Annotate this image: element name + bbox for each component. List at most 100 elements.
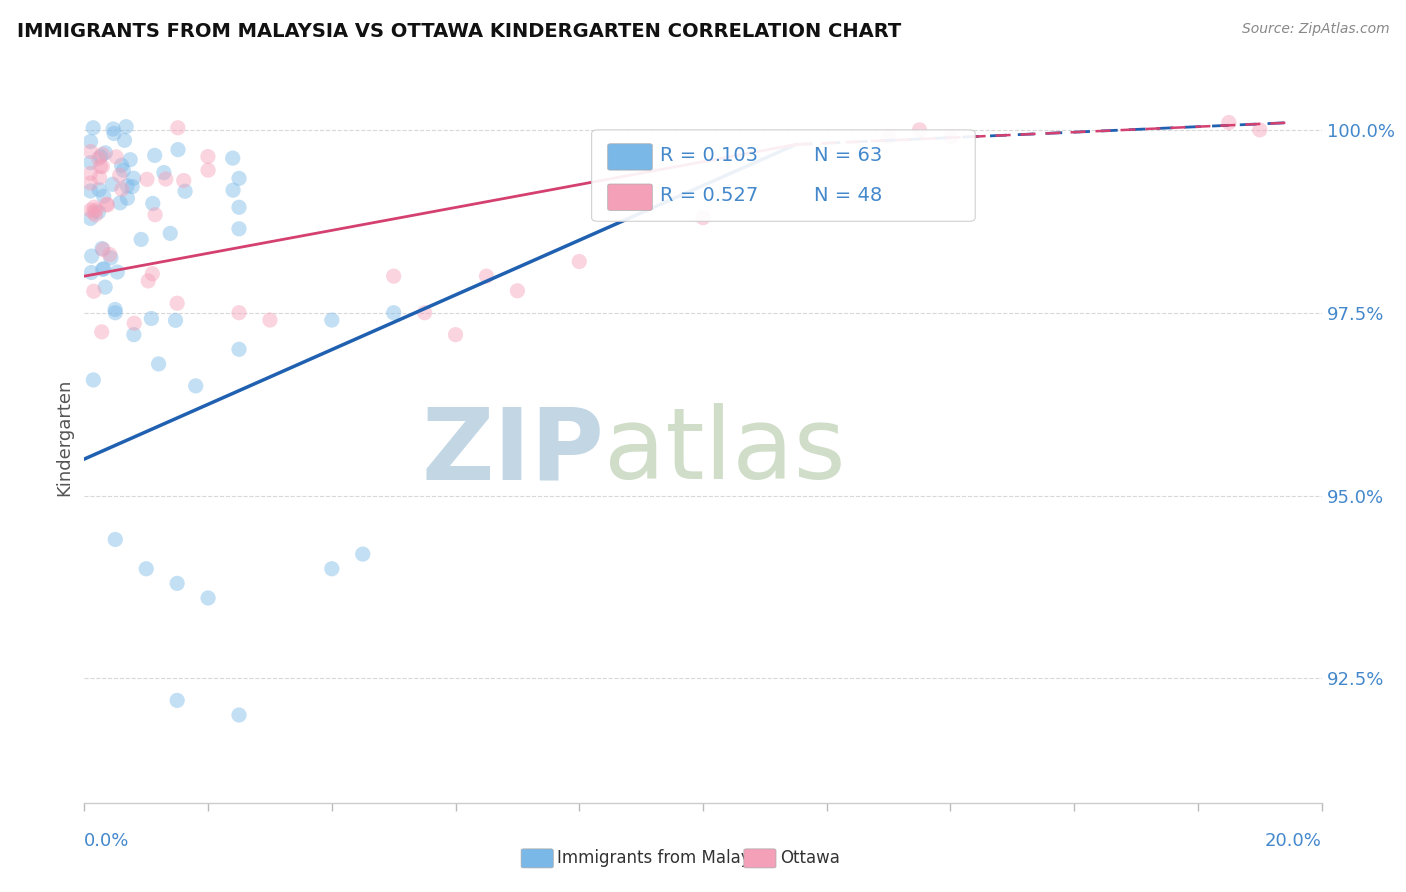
Point <box>382 306 405 320</box>
Point <box>79 203 101 218</box>
Point <box>111 182 134 196</box>
Point <box>94 145 117 160</box>
Point <box>444 327 467 342</box>
Point <box>382 269 405 284</box>
Point <box>110 158 132 172</box>
Point <box>79 135 101 149</box>
Point <box>167 143 190 157</box>
Point <box>321 562 343 576</box>
Point <box>135 562 157 576</box>
Text: IMMIGRANTS FROM MALAYSIA VS OTTAWA KINDERGARTEN CORRELATION CHART: IMMIGRANTS FROM MALAYSIA VS OTTAWA KINDE… <box>17 22 901 41</box>
Text: Ottawa: Ottawa <box>780 848 839 867</box>
Point <box>143 148 166 162</box>
Point <box>228 343 250 357</box>
Point <box>228 708 250 723</box>
Point <box>90 325 112 339</box>
Point <box>82 120 104 135</box>
Point <box>112 163 135 178</box>
Text: ZIP: ZIP <box>422 403 605 500</box>
Text: N = 63: N = 63 <box>814 146 883 165</box>
Point <box>568 254 591 268</box>
Point <box>228 200 250 214</box>
Point <box>141 267 163 281</box>
FancyBboxPatch shape <box>522 849 554 868</box>
Point <box>84 208 107 222</box>
Text: Immigrants from Malaysia: Immigrants from Malaysia <box>557 848 775 867</box>
Point <box>79 184 101 198</box>
Point <box>101 178 124 192</box>
Point <box>79 166 101 180</box>
Point <box>939 130 962 145</box>
Point <box>321 313 343 327</box>
Point <box>79 145 101 159</box>
Point <box>104 306 127 320</box>
Point <box>166 296 188 310</box>
Point <box>352 547 374 561</box>
Text: R = 0.527: R = 0.527 <box>659 186 758 205</box>
Text: R = 0.103: R = 0.103 <box>659 146 758 165</box>
Point <box>506 284 529 298</box>
Point <box>79 176 101 190</box>
Point <box>228 171 250 186</box>
Point <box>108 195 131 210</box>
Point <box>136 172 159 186</box>
Point <box>104 533 127 547</box>
Point <box>228 221 250 235</box>
Point <box>80 249 103 263</box>
Point <box>117 191 139 205</box>
Point <box>122 171 145 186</box>
Point <box>155 172 177 186</box>
Point <box>79 155 101 169</box>
Point <box>89 160 111 174</box>
Point <box>104 302 127 317</box>
Point <box>167 120 190 135</box>
Point <box>197 149 219 163</box>
Point <box>141 311 163 326</box>
Point <box>197 591 219 605</box>
Point <box>142 196 165 211</box>
Point <box>122 327 145 342</box>
Text: atlas: atlas <box>605 403 845 500</box>
Point <box>91 242 114 256</box>
Point <box>100 251 122 265</box>
Point <box>114 133 136 147</box>
Point <box>115 120 138 134</box>
Point <box>98 247 121 261</box>
Point <box>166 576 188 591</box>
Point <box>222 183 245 197</box>
Text: N = 48: N = 48 <box>814 186 883 205</box>
FancyBboxPatch shape <box>607 144 652 170</box>
Point <box>101 122 124 136</box>
Point <box>120 153 142 167</box>
Point <box>121 179 143 194</box>
Point <box>166 693 188 707</box>
Point <box>82 373 104 387</box>
Point <box>93 189 115 203</box>
Point <box>136 274 159 288</box>
Point <box>148 357 170 371</box>
Point <box>165 313 187 327</box>
Point <box>259 313 281 327</box>
Point <box>143 208 166 222</box>
Point <box>184 379 207 393</box>
Point <box>108 168 131 182</box>
Point <box>80 266 103 280</box>
Point <box>1249 123 1271 137</box>
Point <box>91 147 114 161</box>
Point <box>105 150 128 164</box>
Point <box>94 280 117 294</box>
Point <box>153 165 176 179</box>
Point <box>174 184 197 198</box>
Point <box>87 152 110 166</box>
Point <box>692 211 714 225</box>
Point <box>475 269 498 284</box>
FancyBboxPatch shape <box>744 849 776 868</box>
Point <box>96 198 118 212</box>
Point <box>129 232 152 246</box>
Point <box>83 284 105 298</box>
Point <box>908 123 931 137</box>
Point <box>173 173 195 187</box>
Point <box>228 306 250 320</box>
FancyBboxPatch shape <box>592 130 976 221</box>
Text: 20.0%: 20.0% <box>1265 832 1322 850</box>
